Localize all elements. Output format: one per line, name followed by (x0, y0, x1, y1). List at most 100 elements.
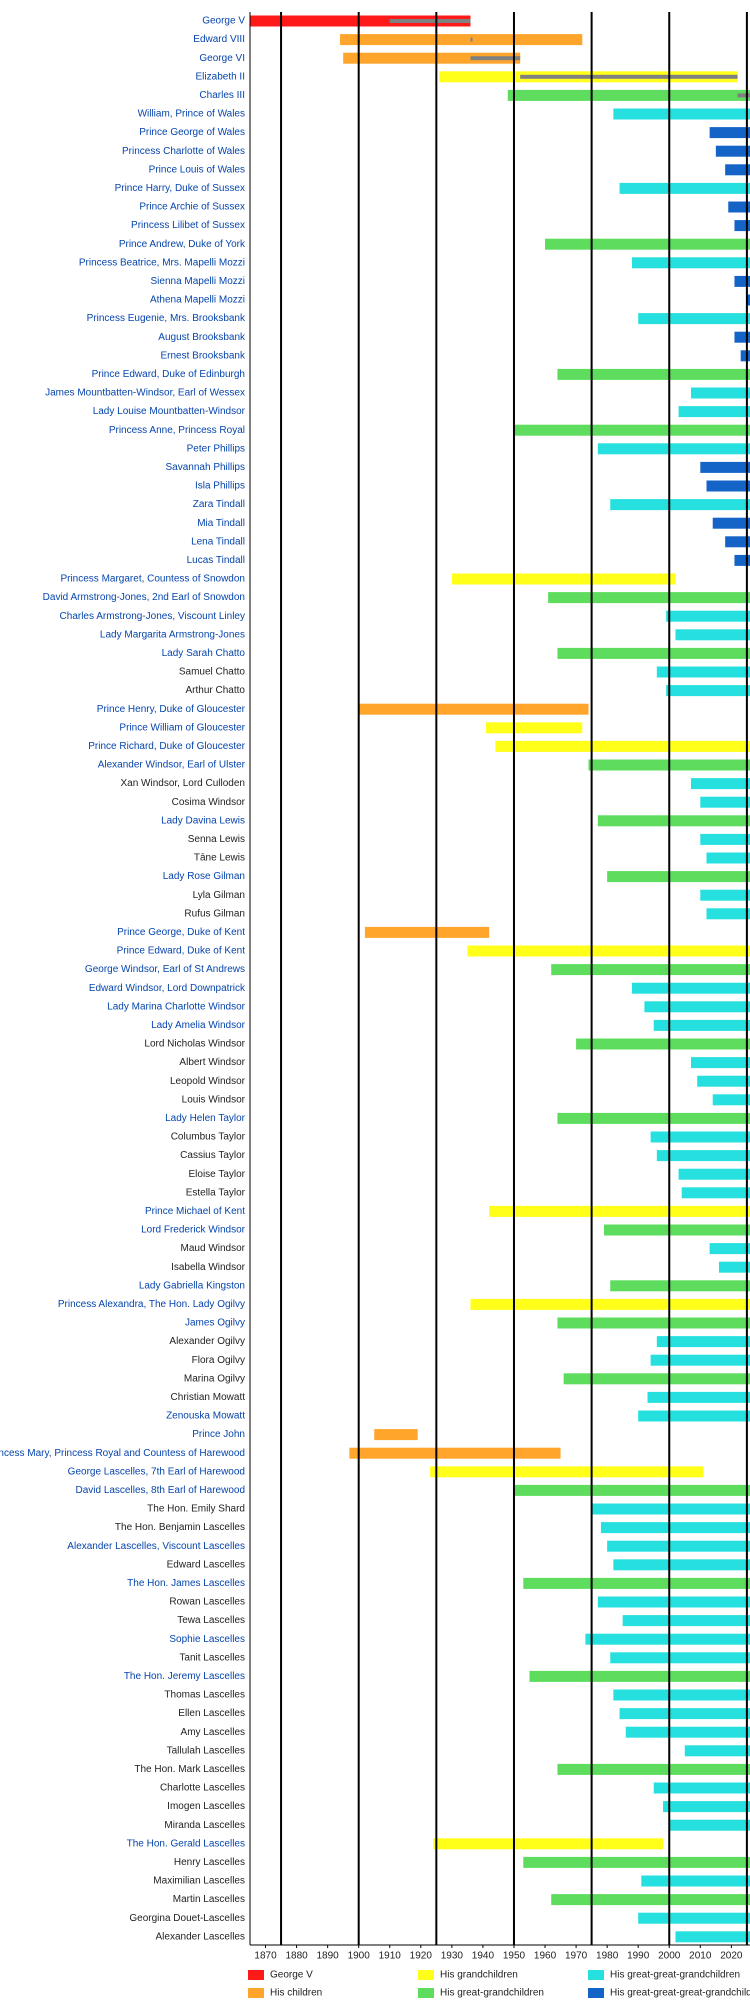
person-link[interactable]: Zara Tindall (193, 499, 245, 510)
person-link[interactable]: Prince John (192, 1429, 245, 1440)
person-link[interactable]: Savannah Phillips (166, 462, 246, 473)
person-link[interactable]: Lady Louise Mountbatten-Windsor (93, 406, 246, 417)
life-bar (495, 740, 750, 752)
person-link[interactable]: David Lascelles, 8th Earl of Harewood (75, 1485, 245, 1496)
person-link[interactable]: William, Prince of Wales (138, 109, 245, 120)
life-bar (656, 666, 750, 678)
person-link[interactable]: Princess Beatrice, Mrs. Mapelli Mozzi (79, 257, 245, 268)
person-link[interactable]: Lena Tindall (191, 536, 245, 547)
person-link[interactable]: Lady Gabriella Kingston (139, 1280, 245, 1291)
person-link[interactable]: Lord Frederick Windsor (141, 1225, 246, 1236)
life-bar (728, 201, 750, 213)
person-link[interactable]: Lady Helen Taylor (165, 1113, 246, 1124)
person-link[interactable]: Prince Henry, Duke of Gloucester (97, 704, 246, 715)
person-link[interactable]: Elizabeth II (196, 71, 245, 82)
person-link[interactable]: Prince Edward, Duke of Edinburgh (92, 369, 245, 380)
person-link[interactable]: Prince Richard, Duke of Gloucester (88, 741, 245, 752)
person-link[interactable]: Princess Margaret, Countess of Snowdon (60, 574, 245, 585)
life-bar (513, 424, 750, 436)
person-link[interactable]: Sophie Lascelles (169, 1634, 245, 1645)
x-tick-label: 2000 (658, 1951, 681, 1962)
person-link[interactable]: Princess Lilibet of Sussex (131, 220, 245, 231)
person-link[interactable]: James Mountbatten-Windsor, Earl of Wesse… (45, 388, 245, 399)
person-link[interactable]: Lady Sarah Chatto (162, 648, 246, 659)
reign-bar (737, 93, 750, 98)
person-link[interactable]: Princess Anne, Princess Royal (109, 425, 245, 436)
person-name: Isabella Windsor (171, 1262, 246, 1273)
person-link[interactable]: Mia Tindall (197, 518, 245, 529)
person-link[interactable]: George VI (199, 53, 245, 64)
person-link[interactable]: Edward VIII (193, 34, 245, 45)
person-link[interactable]: Prince George, Duke of Kent (117, 927, 245, 938)
reign-bar (470, 56, 521, 61)
person-name: Tanit Lascelles (179, 1652, 245, 1663)
life-bar (715, 145, 750, 157)
person-link[interactable]: Alexander Lascelles, Viscount Lascelles (67, 1541, 245, 1552)
person-link[interactable]: Prince Harry, Duke of Sussex (115, 183, 245, 194)
person-link[interactable]: Prince George of Wales (139, 127, 245, 138)
person-link[interactable]: August Brooksbank (158, 332, 246, 343)
person-link[interactable]: George Windsor, Earl of St Andrews (85, 964, 245, 975)
life-bar (557, 1112, 750, 1124)
person-link[interactable]: Prince Edward, Duke of Kent (117, 946, 246, 957)
person-link[interactable]: Lady Davina Lewis (161, 815, 245, 826)
life-bar (610, 1652, 750, 1664)
person-name: Albert Windsor (179, 1057, 245, 1068)
person-link[interactable]: Lady Amelia Windsor (151, 1020, 246, 1031)
person-link[interactable]: Lady Rose Gilman (163, 871, 245, 882)
life-bar (349, 1447, 561, 1459)
person-link[interactable]: Prince William of Gloucester (119, 722, 245, 733)
life-bar (650, 1354, 750, 1366)
person-link[interactable]: Edward Windsor, Lord Downpatrick (89, 983, 246, 994)
life-bar (690, 778, 750, 790)
life-bar (690, 387, 750, 399)
person-link[interactable]: Alexander Windsor, Earl of Ulster (98, 760, 246, 771)
life-bar (734, 275, 750, 287)
person-link[interactable]: Princess Charlotte of Wales (122, 146, 245, 157)
person-link[interactable]: Peter Phillips (187, 443, 245, 454)
person-name: The Hon. Benjamin Lascelles (115, 1522, 245, 1533)
person-link[interactable]: Ernest Brooksbank (161, 350, 246, 361)
person-link[interactable]: Zenouska Mowatt (166, 1411, 245, 1422)
life-bar (638, 1912, 750, 1924)
person-name: Martin Lascelles (173, 1894, 245, 1905)
person-link[interactable]: Athena Mapelli Mozzi (150, 295, 245, 306)
legend-label: His great-great-grandchildren (610, 1970, 740, 1981)
person-link[interactable]: The Hon. James Lascelles (127, 1578, 245, 1589)
legend-label: George V (270, 1970, 313, 1981)
x-tick-label: 2020 (720, 1951, 743, 1962)
life-bar (700, 461, 750, 473)
person-link[interactable]: The Hon. Jeremy Lascelles (124, 1671, 245, 1682)
life-bar (700, 796, 750, 808)
person-link[interactable]: Charles Armstrong-Jones, Viscount Linley (60, 611, 245, 622)
life-bar (656, 1336, 750, 1348)
life-bar (700, 889, 750, 901)
person-link[interactable]: Charles III (199, 90, 245, 101)
life-bar (706, 908, 750, 920)
person-link[interactable]: Princess Eugenie, Mrs. Brooksbank (87, 313, 246, 324)
life-bar (358, 703, 589, 715)
person-link[interactable]: Prince Archie of Sussex (139, 202, 245, 213)
life-bar (681, 1187, 750, 1199)
person-link[interactable]: George V (202, 16, 245, 27)
person-link[interactable]: David Armstrong-Jones, 2nd Earl of Snowd… (43, 592, 245, 603)
person-link[interactable]: Lucas Tindall (187, 555, 245, 566)
person-link[interactable]: Sienna Mapelli Mozzi (151, 276, 246, 287)
person-link[interactable]: The Hon. Gerald Lascelles (127, 1838, 245, 1849)
person-link[interactable]: Lady Margarita Armstrong-Jones (100, 629, 245, 640)
person-link[interactable]: Prince Andrew, Duke of York (119, 239, 246, 250)
person-link[interactable]: James Ogilvy (185, 1318, 245, 1329)
life-bar (647, 1391, 750, 1403)
person-name: Tewa Lascelles (177, 1615, 245, 1626)
person-link[interactable]: George Lascelles, 7th Earl of Harewood (68, 1466, 245, 1477)
person-link[interactable]: Isla Phillips (195, 481, 245, 492)
person-link[interactable]: Prince Michael of Kent (145, 1206, 245, 1217)
x-tick-label: 1900 (348, 1951, 371, 1962)
person-link[interactable]: Princess Mary, Princess Royal and Counte… (0, 1448, 245, 1459)
person-name: Louis Windsor (182, 1094, 246, 1105)
life-bar (597, 815, 750, 827)
life-bar (557, 368, 750, 380)
person-link[interactable]: Princess Alexandra, The Hon. Lady Ogilvy (58, 1299, 245, 1310)
person-link[interactable]: Lady Marina Charlotte Windsor (107, 1001, 246, 1012)
person-link[interactable]: Prince Louis of Wales (149, 164, 245, 175)
